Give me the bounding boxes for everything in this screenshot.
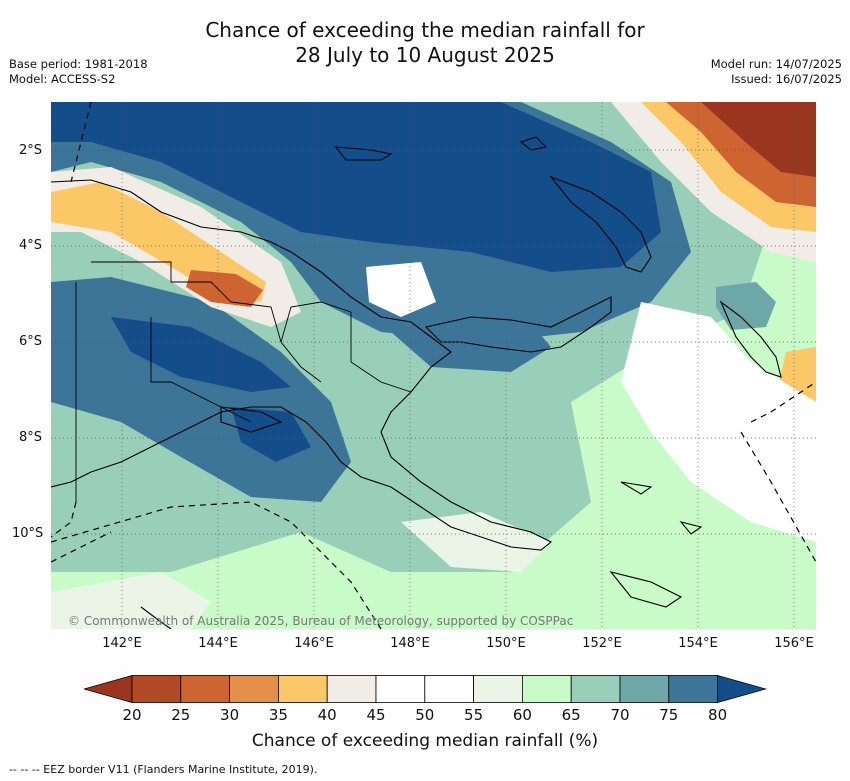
colorbar-tick-label: 60	[512, 706, 532, 724]
credit-text: © Commonwealth of Australia 2025, Bureau…	[68, 614, 574, 628]
province-border-4	[350, 312, 412, 393]
colorbar-extend-low	[84, 675, 133, 703]
eez-south-2	[51, 531, 112, 563]
colorbar-tick-label: 35	[268, 706, 288, 724]
colorbar-extend-high	[717, 675, 768, 703]
rainfall-map	[51, 102, 816, 629]
lat-label-6s: 6°S	[19, 334, 43, 349]
borders	[75, 261, 412, 502]
colorbar-tick-label: 65	[561, 706, 581, 724]
lon-label-148e: 148°E	[390, 636, 430, 651]
colorbar-segment	[473, 675, 523, 703]
zone-50-se	[401, 512, 551, 572]
trobriand	[620, 481, 653, 495]
new-britain	[424, 296, 612, 353]
province-border-1	[91, 261, 322, 383]
footer-note: -- -- -- EEZ border V11 (Flanders Marine…	[9, 763, 318, 776]
map-title: Chance of exceeding the median rainfall …	[0, 18, 850, 68]
zone-30-band-west	[186, 270, 263, 307]
eez-borders	[51, 102, 816, 629]
zone-80-south2	[231, 407, 311, 462]
colorbar-segment	[375, 675, 426, 703]
title-line-2: 28 July to 10 August 2025	[295, 43, 555, 67]
lat-label-8s: 8°S	[19, 430, 43, 445]
zone-50-sw	[51, 572, 211, 629]
zone-75-east	[716, 282, 776, 330]
lat-label-10s: 10°S	[12, 526, 44, 541]
admiralty-isles	[519, 136, 548, 151]
lon-label-142e: 142°E	[102, 636, 142, 651]
colorbar-tick-label: 70	[610, 706, 630, 724]
model-run: Model run: 14/07/2025	[710, 57, 842, 71]
colorbar-segment	[424, 675, 474, 703]
eez-west	[70, 102, 92, 183]
eez-west-2	[51, 501, 77, 538]
new-guinea-north-coast	[51, 179, 553, 551]
colorbar-segment	[131, 675, 182, 703]
colorbar-tick-label: 30	[220, 706, 240, 724]
zone-50-centre	[366, 262, 436, 317]
colorbar-segment	[180, 675, 231, 703]
model-name: Model: ACCESS-S2	[9, 72, 116, 86]
lon-label-154e: 154°E	[678, 636, 718, 651]
colorbar-segment	[619, 675, 670, 703]
colorbar-segment	[521, 675, 572, 703]
colorbar-tick-label: 40	[317, 706, 337, 724]
province-border-2	[150, 317, 252, 423]
lon-label-146e: 146°E	[294, 636, 334, 651]
bougainville	[719, 300, 782, 378]
zone-80-north	[51, 102, 661, 272]
woodlark	[679, 521, 703, 535]
lon-label-152e: 152°E	[582, 636, 622, 651]
colorbar-segment	[277, 675, 328, 703]
colorbar-tick-label: 75	[659, 706, 679, 724]
province-border-3	[280, 301, 352, 343]
new-ireland	[549, 175, 652, 273]
title-line-1: Chance of exceeding the median rainfall …	[205, 18, 645, 42]
colorbar-tick-label: 50	[415, 706, 435, 724]
lat-label-2s: 2°S	[19, 143, 43, 158]
eez-east	[750, 381, 816, 423]
colorbar-segment	[668, 675, 718, 703]
lon-label-156e: 156°E	[774, 636, 814, 651]
eez-south-1	[51, 501, 382, 629]
colorbar-tick-label: 45	[366, 706, 386, 724]
lon-label-144e: 144°E	[198, 636, 238, 651]
zone-20-ne	[701, 102, 816, 177]
colorbar-tick-label: 25	[171, 706, 191, 724]
issued-date: Issued: 16/07/2025	[731, 72, 842, 86]
australia-york	[140, 606, 172, 629]
run-info: Model run: 14/07/2025 Issued: 16/07/2025	[711, 57, 842, 87]
eez-east-2	[740, 431, 816, 563]
lon-label-150e: 150°E	[486, 636, 526, 651]
lat-label-4s: 4°S	[19, 238, 43, 253]
colorbar-tick-label: 20	[122, 706, 142, 724]
model-info: Base period: 1981-2018 Model: ACCESS-S2	[9, 57, 148, 87]
manus	[334, 146, 393, 161]
louisiade	[609, 571, 683, 608]
colorbar-segment	[229, 675, 279, 703]
coastlines	[51, 136, 782, 629]
colorbar-segment	[570, 675, 621, 703]
zone-50-east	[621, 302, 816, 542]
base-period: Base period: 1981-2018	[9, 57, 148, 71]
torres-isles	[220, 406, 283, 433]
colorbar-tick-label: 80	[708, 706, 728, 724]
colorbar-segment	[326, 675, 377, 703]
zone-80-south	[111, 317, 291, 392]
colorbar	[84, 675, 768, 703]
colorbar-tick-label: 55	[464, 706, 484, 724]
colorbar-label: Chance of exceeding median rainfall (%)	[251, 731, 599, 751]
